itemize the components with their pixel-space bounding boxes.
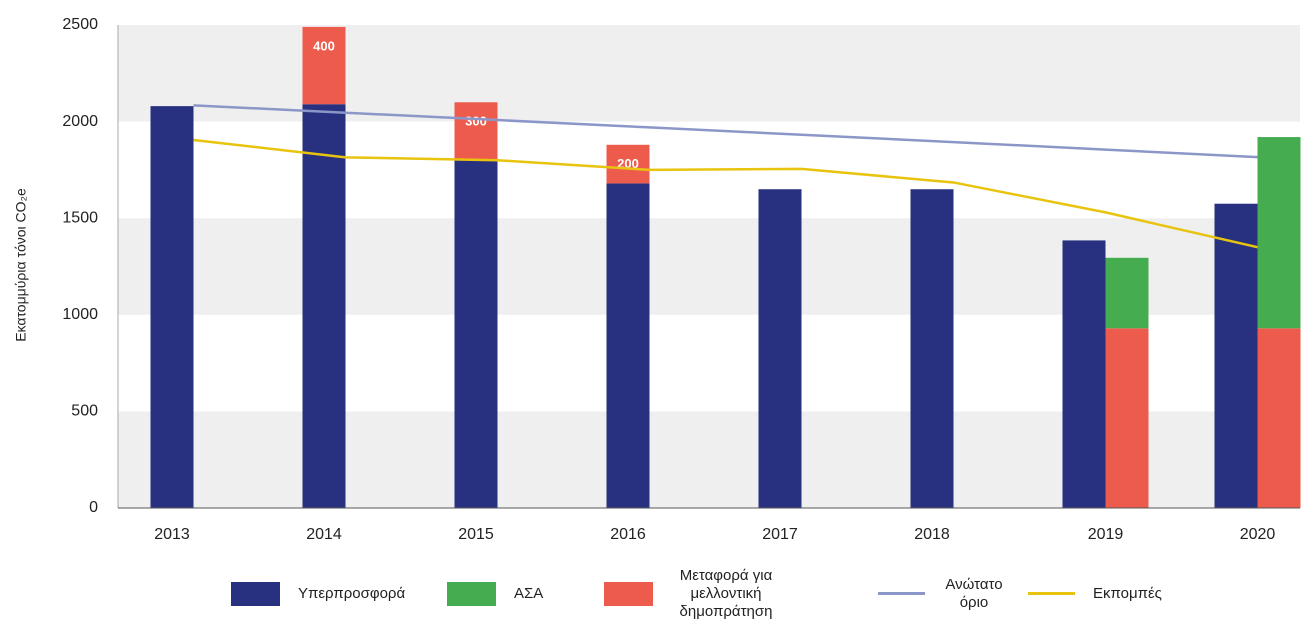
legend-label: Υπερπροσφορά: [298, 584, 406, 602]
legend-item: Ανώτατο όριο: [878, 560, 1005, 627]
y-tick-label: 0: [89, 499, 98, 516]
bar: [302, 26, 346, 105]
y-axis-label: Εκατομμύρια τόνοι CO₂e: [13, 188, 29, 342]
grid-band: [118, 25, 1300, 122]
legend-item: Υπερπροσφορά: [231, 560, 405, 627]
legend-item: ΑΣΑ: [447, 560, 543, 627]
x-tick-label: 2019: [1088, 526, 1124, 543]
legend-swatch: [604, 581, 653, 606]
legend-swatch: [447, 581, 496, 606]
bar: [454, 102, 498, 161]
y-tick-label: 1500: [62, 209, 98, 226]
chart: Εκατομμύρια τόνοι CO₂e 0 500 1000 1500 2000 2…: [13, 16, 1301, 543]
bar: [1105, 328, 1149, 508]
bar: [1105, 257, 1149, 329]
legend-swatch: [878, 592, 925, 595]
line: [193, 138, 1258, 249]
bar: [454, 160, 498, 509]
x-tick-label: 2013: [154, 526, 190, 543]
legend-item: Μεταφορά για μελλοντική δημοπράτηση: [604, 560, 781, 627]
x-tick-label: 2017: [762, 526, 798, 543]
x-tick-label: 2020: [1240, 526, 1276, 543]
legend-swatch: [231, 581, 280, 606]
data-label: 400: [313, 38, 335, 53]
bar: [1257, 137, 1301, 329]
x-tick-label: 2014: [306, 526, 342, 543]
bar: [606, 144, 650, 184]
bar: [1062, 240, 1106, 508]
y-tick-label: 500: [71, 403, 98, 420]
legend-swatch: [1028, 592, 1075, 595]
y-tick-label: 2000: [62, 113, 98, 130]
bar: [1214, 203, 1258, 508]
bar: [606, 183, 650, 508]
bar: [302, 104, 346, 508]
y-tick-label: 2500: [62, 16, 98, 33]
x-tick-label: 2016: [610, 526, 646, 543]
data-label: 300: [465, 114, 487, 129]
y-tick-label: 1000: [62, 306, 98, 323]
x-tick-label: 2018: [914, 526, 950, 543]
legend-label: Μεταφορά για μελλοντική δημοπράτηση: [679, 566, 773, 620]
bar: [150, 106, 194, 509]
legend-item: Εκπομπές: [1028, 560, 1162, 627]
legend: Υπερπροσφορά ΑΣΑ Μεταφορά για μελλοντική δ…: [0, 560, 1309, 627]
legend-label: ΑΣΑ: [514, 584, 544, 602]
x-tick-label: 2015: [458, 526, 494, 543]
bar: [758, 189, 802, 508]
line: [193, 104, 1258, 159]
legend-label: Εκπομπές: [1093, 584, 1162, 602]
legend-label: Ανώτατο όριο: [945, 575, 1003, 611]
bar: [1257, 328, 1301, 508]
bar: [910, 189, 954, 508]
